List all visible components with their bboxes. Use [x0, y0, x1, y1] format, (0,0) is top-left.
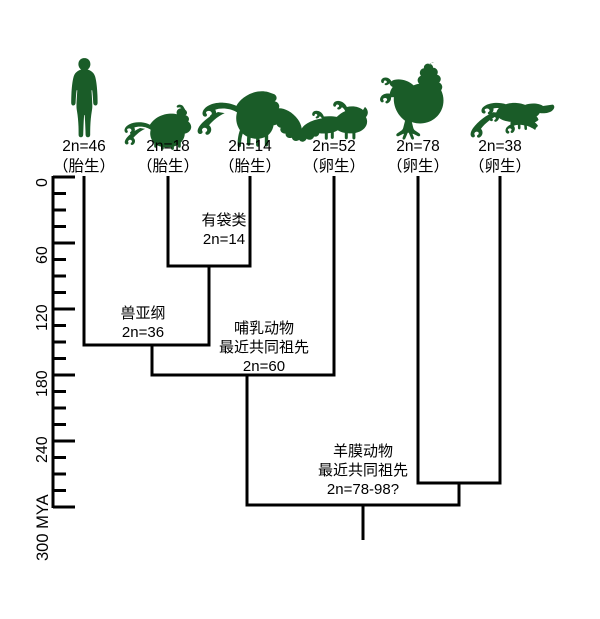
platypus-silhouette	[273, 100, 368, 142]
node-name-line1: 哺乳动物	[233, 320, 295, 337]
taxon-label-chicken: 2n=78 （卵生）	[387, 137, 449, 177]
taxon-karyotype: 2n=38	[478, 138, 522, 155]
taxon-reproduction: （卵生）	[386, 157, 450, 175]
taxon-karyotype: 2n=18	[146, 138, 190, 155]
axis-tick-label-0: 0	[34, 178, 51, 187]
opossum-silhouette	[197, 91, 283, 148]
node-karyotype: 2n=78-98?	[326, 480, 400, 498]
taxon-label-opossum: 2n=14 （胎生）	[219, 137, 281, 177]
taxon-label-human: 2n=46 （胎生）	[53, 137, 115, 177]
chicken-silhouette	[380, 62, 444, 140]
node-karyotype: 2n=60	[242, 357, 286, 375]
human-silhouette	[71, 58, 98, 138]
axis-tick-label-240: 240	[34, 436, 51, 463]
taxon-reproduction: （卵生）	[302, 157, 366, 175]
taxon-label-lizard: 2n=38 （卵生）	[469, 137, 531, 177]
axis-tick-label-180: 180	[34, 370, 51, 397]
taxon-karyotype: 2n=46	[62, 138, 106, 155]
axis-tick-label-60: 60	[34, 246, 51, 264]
taxon-label-platypus: 2n=52 （卵生）	[303, 137, 365, 177]
axis-title: 300 MYA	[34, 494, 52, 561]
taxon-reproduction: （胎生）	[52, 157, 116, 175]
node-label-amniota-mrca: 羊膜动物 最近共同祖先 2n=78-98?	[318, 443, 408, 499]
taxon-karyotype: 2n=14	[228, 138, 272, 155]
lizard-silhouette	[470, 102, 555, 138]
taxon-reproduction: （胎生）	[218, 157, 282, 175]
node-name-line2: 最近共同祖先	[317, 461, 409, 479]
node-label-theria: 兽亚纲 2n=36	[120, 305, 165, 343]
node-karyotype: 2n=14	[202, 230, 246, 248]
node-name-line1: 羊膜动物	[332, 443, 394, 460]
node-karyotype: 2n=36	[121, 323, 165, 341]
taxon-karyotype: 2n=52	[312, 138, 356, 155]
node-label-mammal-mrca: 哺乳动物 最近共同祖先 2n=60	[219, 320, 309, 376]
taxon-karyotype: 2n=78	[396, 138, 440, 155]
node-label-marsupialia: 有袋类 2n=14	[201, 212, 246, 250]
taxon-reproduction: （卵生）	[468, 157, 532, 175]
node-name: 有袋类	[201, 212, 247, 229]
node-name: 兽亚纲	[120, 305, 166, 322]
taxon-label-mouse: 2n=18 （胎生）	[137, 137, 199, 177]
taxon-reproduction: （胎生）	[136, 157, 200, 175]
mouse-silhouette	[124, 104, 192, 150]
node-name-line2: 最近共同祖先	[218, 338, 310, 356]
axis-tick-label-120: 120	[34, 304, 51, 331]
